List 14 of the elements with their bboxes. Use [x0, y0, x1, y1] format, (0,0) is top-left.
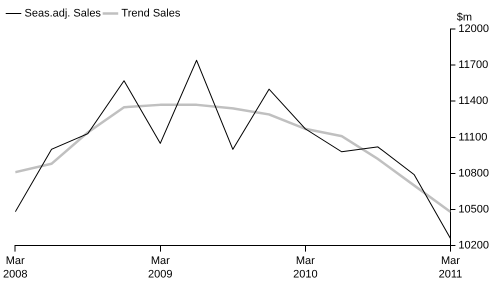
y-tick-label: 10200	[458, 240, 490, 252]
legend-label: Trend Sales	[121, 8, 181, 20]
y-tick-label: 11400	[458, 95, 488, 108]
x-tick-label: Mar 2008	[2, 255, 28, 280]
y-tick-label: 12000	[458, 23, 490, 36]
y-axis-title: $m	[456, 12, 472, 24]
x-tick-label: Mar 2010	[293, 255, 318, 280]
y-tick-label: 10800	[458, 167, 490, 180]
y-tick-label: 11700	[458, 59, 488, 72]
y-tick-label: 10500	[458, 204, 490, 216]
x-tick-label: Mar 2009	[148, 255, 173, 280]
legend-label: Seas.adj. Sales	[24, 8, 102, 20]
y-tick-label: 11100	[458, 131, 488, 144]
x-tick-label: Mar 2011	[438, 255, 462, 280]
